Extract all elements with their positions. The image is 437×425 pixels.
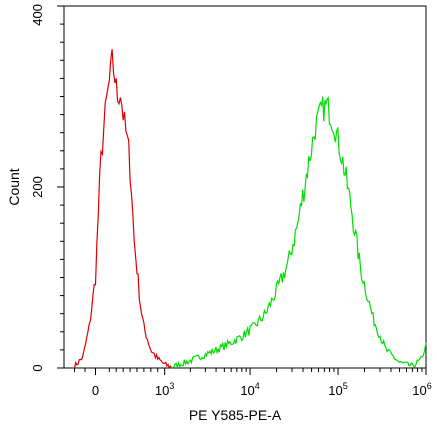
y-tick-label: 200 [30, 176, 45, 198]
x-tick-label: 104 [240, 381, 259, 398]
x-tick-label: 0 [92, 383, 99, 398]
y-tick-label: 0 [30, 364, 45, 371]
y-axis-title: Count [6, 168, 22, 205]
histogram-series-2 [171, 96, 427, 370]
histogram-series-1 [73, 49, 172, 369]
y-tick-label: 400 [30, 4, 45, 26]
axes-layer: 0 103 104 105 106 0 200 400 [30, 4, 432, 398]
x-axis-title: PE Y585-PE-A [189, 407, 282, 423]
x-tick-label: 103 [155, 381, 174, 398]
x-tick-label: 106 [412, 381, 431, 398]
series-layer [73, 49, 427, 370]
x-tick-label: 105 [328, 381, 347, 398]
